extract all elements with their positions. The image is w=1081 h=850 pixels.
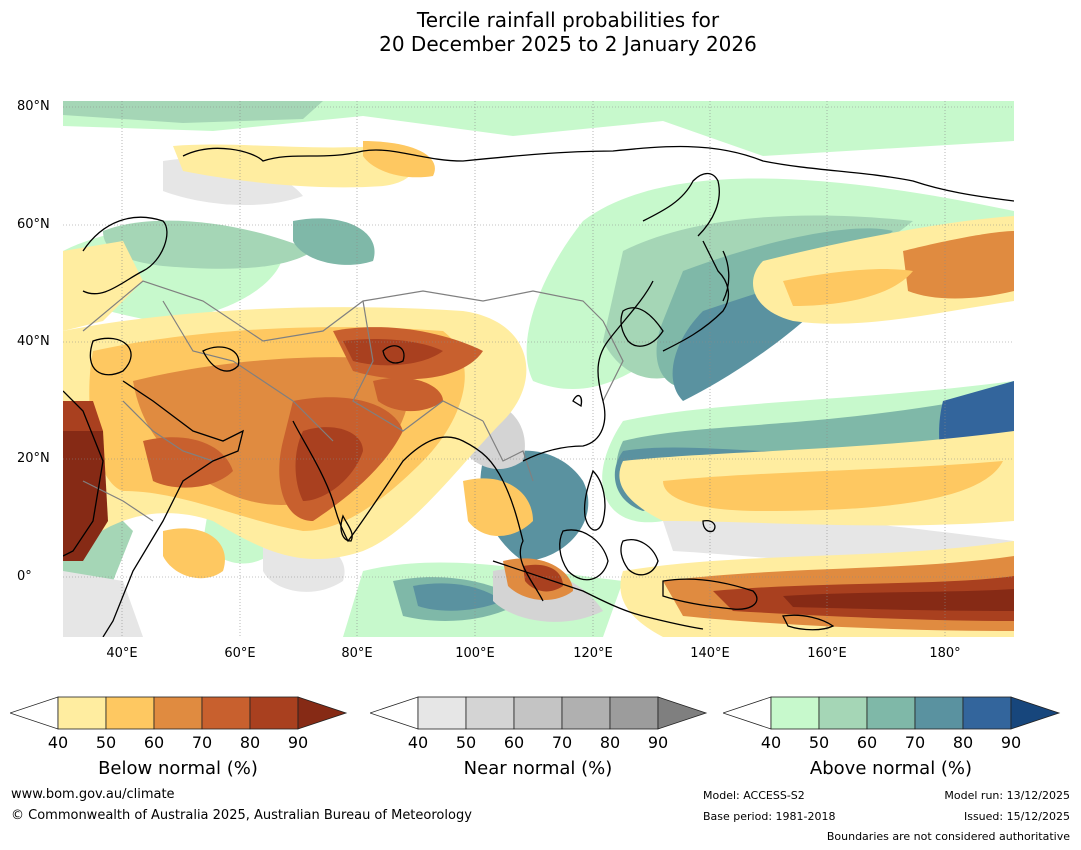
model-text: Model: ACCESS-S2 bbox=[703, 789, 805, 802]
map-title: Tercile rainfall probabilities for 20 De… bbox=[0, 8, 1081, 56]
below-region bbox=[903, 231, 1014, 299]
colorbar-swatch bbox=[561, 696, 611, 730]
near-region bbox=[63, 571, 143, 637]
above-normal-caption: Above normal (%) bbox=[809, 758, 973, 779]
below-tick: 80 bbox=[239, 733, 261, 752]
below-tick: 90 bbox=[287, 733, 309, 752]
near-tick: 40 bbox=[407, 733, 429, 752]
lat-label-0: 0° bbox=[17, 569, 32, 584]
above-tick: 80 bbox=[952, 733, 974, 752]
lon-label-40e: 40°E bbox=[106, 646, 138, 661]
below-region bbox=[173, 144, 413, 188]
base-period-text: Base period: 1981-2018 bbox=[703, 810, 836, 823]
below-tick: 70 bbox=[191, 733, 213, 752]
colorbar-swatch bbox=[153, 696, 203, 730]
lon-label-60e: 60°E bbox=[224, 646, 256, 661]
colorbar-swatch bbox=[57, 696, 107, 730]
colorbar-swatch bbox=[609, 696, 659, 730]
above-tick: 40 bbox=[760, 733, 782, 752]
below-region bbox=[63, 401, 103, 431]
colorbar-swatch bbox=[962, 696, 1012, 730]
lon-label-180: 180° bbox=[929, 646, 961, 661]
above-tick: 90 bbox=[1000, 733, 1022, 752]
below-region bbox=[295, 427, 363, 501]
below-tick: 40 bbox=[47, 733, 69, 752]
below-region bbox=[63, 241, 143, 331]
below-region bbox=[783, 589, 1014, 611]
lon-label-160e: 160°E bbox=[807, 646, 847, 661]
below-normal-caption: Below normal (%) bbox=[98, 758, 258, 779]
colorbar-swatch bbox=[770, 696, 820, 730]
country-borders bbox=[82, 280, 624, 522]
below-region bbox=[373, 377, 443, 412]
colorbar-swatch bbox=[201, 696, 251, 730]
colorbar-swatch bbox=[818, 696, 868, 730]
coastlines bbox=[63, 145, 1014, 637]
above-region bbox=[413, 583, 503, 611]
near-tick: 60 bbox=[503, 733, 525, 752]
colorbar-swatch bbox=[105, 696, 155, 730]
colorbar-swatch bbox=[417, 696, 467, 730]
below-region bbox=[143, 437, 233, 488]
above-region bbox=[293, 218, 375, 265]
below-tick: 60 bbox=[143, 733, 165, 752]
above-region bbox=[63, 101, 323, 123]
colorbar-above-normal bbox=[723, 696, 1061, 730]
colorbar-swatch bbox=[465, 696, 515, 730]
colorbar-near-normal bbox=[370, 696, 708, 730]
map-canvas bbox=[63, 101, 1014, 637]
lon-label-80e: 80°E bbox=[341, 646, 373, 661]
colorbar-swatch bbox=[297, 696, 348, 730]
near-tick: 80 bbox=[599, 733, 621, 752]
graticule bbox=[63, 101, 1014, 637]
above-tick: 50 bbox=[808, 733, 830, 752]
above-tick: 60 bbox=[856, 733, 878, 752]
near-tick: 50 bbox=[455, 733, 477, 752]
model-run-text: Model run: 13/12/2025 bbox=[944, 789, 1070, 802]
below-region bbox=[463, 478, 533, 536]
lon-label-140e: 140°E bbox=[690, 646, 730, 661]
lon-label-100e: 100°E bbox=[455, 646, 495, 661]
colorbar-swatch bbox=[249, 696, 299, 730]
below-region bbox=[163, 528, 225, 579]
colorbar-swatch bbox=[866, 696, 916, 730]
colorbar-swatch bbox=[914, 696, 964, 730]
website-link[interactable]: www.bom.gov.au/climate bbox=[11, 787, 175, 802]
near-tick: 90 bbox=[647, 733, 669, 752]
issued-text: Issued: 15/12/2025 bbox=[963, 810, 1070, 823]
lon-label-120e: 120°E bbox=[573, 646, 613, 661]
copyright-text: © Commonwealth of Australia 2025, Austra… bbox=[11, 808, 472, 823]
below-region bbox=[63, 421, 108, 561]
lat-label-80n: 80°N bbox=[17, 99, 50, 114]
above-region bbox=[103, 220, 313, 269]
near-tick: 70 bbox=[551, 733, 573, 752]
title-line-2: 20 December 2025 to 2 January 2026 bbox=[379, 32, 757, 56]
below-tick: 50 bbox=[95, 733, 117, 752]
forecast-map bbox=[63, 101, 1014, 637]
colorbar-swatch bbox=[657, 696, 708, 730]
colorbar-swatch bbox=[1010, 696, 1061, 730]
lat-label-20n: 20°N bbox=[17, 451, 50, 466]
below-region bbox=[783, 269, 913, 306]
below-normal-layer bbox=[63, 141, 1014, 637]
above-tick: 70 bbox=[904, 733, 926, 752]
disclaimer-text: Boundaries are not considered authoritat… bbox=[826, 830, 1070, 843]
below-region bbox=[343, 339, 443, 366]
colorbar-below-normal bbox=[10, 696, 348, 730]
lat-label-40n: 40°N bbox=[17, 334, 50, 349]
title-line-1: Tercile rainfall probabilities for bbox=[416, 8, 720, 32]
near-normal-caption: Near normal (%) bbox=[463, 758, 613, 779]
below-region bbox=[663, 461, 1003, 511]
colorbar-swatch bbox=[513, 696, 563, 730]
lat-label-60n: 60°N bbox=[17, 217, 50, 232]
